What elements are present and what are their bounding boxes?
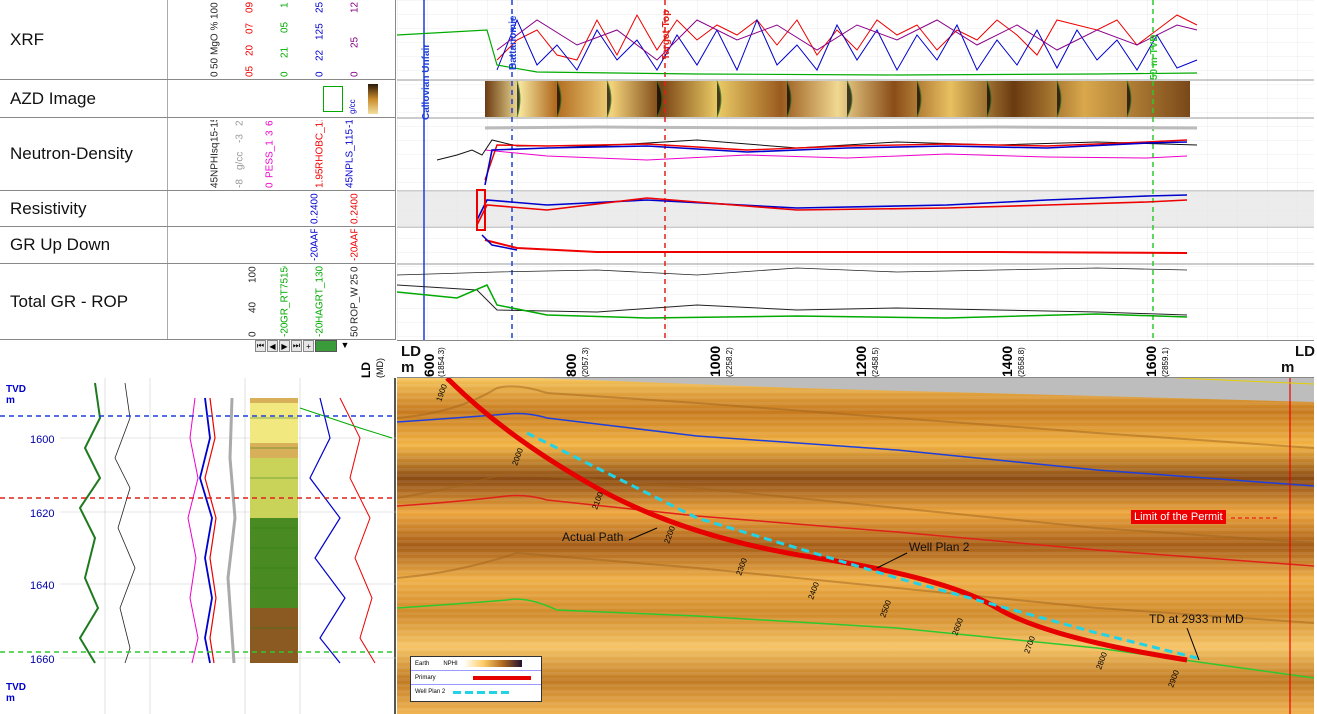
md-tick-1200: 1200	[853, 345, 869, 377]
md-axis-label-top: LD	[359, 362, 373, 378]
track-scales: g/cc	[168, 80, 396, 117]
add-button[interactable]: +	[303, 340, 314, 352]
legend-earth-sub: NPHI	[443, 660, 458, 667]
md-tick-800-tvd: (2057.3)	[581, 347, 590, 377]
md-axis-label: LD (MD)	[357, 340, 397, 378]
log-curves: Callovian Unfair Battanomie Target Top 5…	[396, 0, 1314, 340]
tvd-depth-1640: 1640	[30, 580, 55, 592]
legend-earth-label: Earth	[415, 660, 430, 667]
md-axis-label-bottom: (MD)	[375, 358, 385, 378]
md-tick-1400: 1400	[999, 345, 1015, 377]
legend-primary-line	[473, 675, 531, 680]
rop-scale: 50 ROP_W 25 0	[349, 266, 361, 337]
track-nav-toolbar: ⏮ ◀ ▶ ⏭ + ▼	[255, 340, 352, 354]
color-swatch[interactable]	[315, 340, 337, 352]
log-display[interactable]: Callovian Unfair Battanomie Target Top 5…	[396, 0, 1314, 340]
md-tick-1400-tvd: (2658.8)	[1017, 347, 1026, 377]
track-resistivity[interactable]: Resistivity 0.2 400 0.2 400	[0, 191, 396, 227]
cross-section-view[interactable]: 1900 2000 2100 2200 2300 2400 2500 2600 …	[397, 378, 1314, 714]
tvd-50m-marker-label: 50 m TVD	[1149, 34, 1160, 80]
track-name: Resistivity	[0, 191, 168, 226]
azd-legend-gcc: g/cc	[348, 99, 357, 114]
md-tick-800: 800	[563, 353, 579, 377]
well-plan-label: Well Plan 2	[909, 540, 970, 554]
md-scale: LD m 600 (1854.3) 800 (2057.3) 1000 (225…	[397, 340, 1315, 378]
first-button[interactable]: ⏮	[255, 340, 266, 352]
gr-down-scale: -20AAPI80	[349, 229, 361, 261]
last-button[interactable]: ⏭	[291, 340, 302, 352]
nphisq-scale: 45 NPHIsq 15 -15	[209, 120, 221, 188]
scale-21: 0 21 05 1	[279, 2, 291, 77]
md-tick-1600-tvd: (2859.1)	[1161, 347, 1170, 377]
npls-scale: 45 NPLS_1 15 -15	[344, 120, 356, 188]
legend-earth-colorbar	[463, 660, 522, 667]
md-tick-1600: 1600	[1143, 345, 1159, 377]
track-scales: 45 NPHIsq 15 -15 -8 g/cc -3 2 0 PESS_1 3 6 1.95 RH…	[168, 118, 396, 190]
track-xrf[interactable]: XRF 0 50 MgO % 100 05 20 07 09 0 21 05 1 0 22 125 25…	[0, 0, 396, 80]
tvd-label-top: TVD m	[6, 384, 26, 406]
md-tick-1000: 1000	[707, 345, 723, 377]
md-tick-1200-tvd: (2458.5)	[871, 347, 880, 377]
next-button[interactable]: ▶	[279, 340, 290, 352]
tvd-depth-1620: 1620	[30, 508, 55, 520]
pess-scale: 0 PESS_1 3 6	[264, 120, 276, 188]
section-legend: Earth NPHI Primary Well Plan 2	[410, 656, 542, 702]
gr-up-scale: -20AAPI80	[309, 229, 321, 261]
tvd-depth-1600: 1600	[30, 434, 55, 446]
track-name: Total GR - ROP	[0, 264, 168, 339]
md-unit-bottom: m	[401, 359, 415, 376]
battanomie-marker-label: Battanomie	[508, 15, 519, 70]
md-unit-right-top: LD	[1295, 343, 1315, 360]
track-neutron-density[interactable]: Neutron-Density 45 NPHIsq 15 -15 -8 g/cc -3 2 …	[0, 118, 396, 191]
track-scales: -20AAPI80 -20AAPI80	[168, 227, 396, 263]
track-name: AZD Image	[0, 80, 168, 117]
md-unit-top: LD	[401, 343, 421, 360]
azd-legend-imm	[323, 86, 343, 112]
md-unit-right-bottom: m	[1281, 359, 1295, 376]
azd-colorbar	[368, 84, 378, 114]
scale-22: 0 22 125 25	[314, 2, 326, 77]
actual-path-label: Actual Path	[562, 530, 624, 544]
legend-well-plan-label: Well Plan 2	[415, 689, 446, 695]
track-name: GR Up Down	[0, 227, 168, 263]
res-blue-scale: 0.2 400	[309, 193, 321, 224]
legend-earth: Earth NPHI	[411, 657, 541, 671]
callovian-marker-label: Callovian Unfair	[421, 44, 432, 120]
track-scales: 0.2 400 0.2 400	[168, 191, 396, 226]
legend-well-plan-line	[453, 690, 512, 694]
mgo-scale: 0 50 MgO % 100	[209, 2, 221, 77]
track-name: XRF	[0, 0, 168, 79]
scale-25: 0 25 12	[349, 2, 361, 77]
tvd-label-bottom: TVD m	[6, 682, 26, 704]
track-header-panel: XRF 0 50 MgO % 100 05 20 07 09 0 21 05 1 0 22 125 25…	[0, 0, 396, 340]
track-total-gr-rop[interactable]: Total GR - ROP 0 40 100 -20 GR_RT 75 150 -20 H…	[0, 264, 396, 340]
legend-primary: Primary	[411, 671, 541, 685]
gamma-ray-scale: 0 40 100	[247, 266, 259, 337]
md-tick-1000-tvd: (2258.2)	[725, 347, 734, 377]
track-gr-updown[interactable]: GR Up Down -20AAPI80 -20AAPI80	[0, 227, 396, 264]
prev-button[interactable]: ◀	[267, 340, 278, 352]
permit-limit-label: Limit of the Permit	[1131, 510, 1226, 524]
tvd-depth-1660: 1660	[30, 654, 55, 666]
track-scales: 0 50 MgO % 100 05 20 07 09 0 21 05 1 0 22 125 25 0 25…	[168, 0, 396, 79]
chevron-down-icon[interactable]: ▼	[340, 340, 350, 350]
gcc-grey-scale: -8 g/cc -3 2	[234, 120, 246, 188]
scale-20: 05 20 07 09	[244, 2, 256, 77]
track-name: Neutron-Density	[0, 118, 168, 190]
legend-well-plan: Well Plan 2	[411, 685, 541, 699]
gr-rt-scale: -20 GR_RT 75 150	[279, 266, 291, 337]
legend-primary-label: Primary	[415, 674, 436, 681]
res-red-scale: 0.2 400	[349, 193, 361, 224]
td-label: TD at 2933 m MD	[1149, 612, 1244, 626]
md-tick-600-tvd: (1854.3)	[437, 347, 446, 377]
target-top-marker-label: Target Top	[661, 10, 672, 60]
track-azd[interactable]: AZD Image g/cc	[0, 80, 396, 118]
cross-section-canvas: 1900 2000 2100 2200 2300 2400 2500 2600 …	[397, 378, 1314, 714]
tvd-log-curves	[0, 378, 396, 714]
tvd-log-panel[interactable]: TVD m 1600 1620 1640 1660 TVD m	[0, 378, 396, 714]
